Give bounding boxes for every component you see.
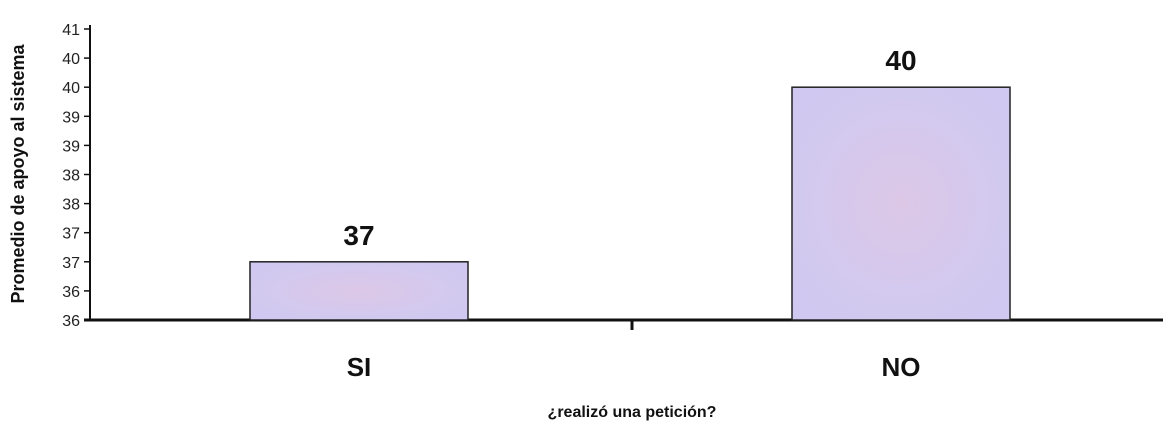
data-label-no: 40 (885, 45, 916, 76)
y-tick-label: 39 (62, 138, 80, 155)
y-tick-label: 40 (62, 51, 80, 68)
bar-si (249, 261, 469, 321)
x-axis-title: ¿realizó una petición? (548, 404, 717, 421)
y-tick-label: 40 (62, 80, 80, 97)
y-tick-label: 37 (62, 255, 80, 272)
x-axis (84, 318, 1163, 330)
y-tick-label: 41 (62, 22, 80, 39)
y-tick-label: 36 (62, 284, 80, 301)
y-tick-label: 36 (62, 313, 80, 330)
y-tick-label: 38 (62, 168, 80, 185)
data-label-si: 37 (343, 220, 374, 251)
y-tick-label: 39 (62, 109, 80, 126)
y-axis-title: Promedio de apoyo al sistema (8, 43, 28, 303)
bar-no (791, 86, 1011, 321)
y-axis: 36 36 37 37 38 38 39 39 40 40 41 (62, 22, 91, 330)
category-label-no: NO (882, 352, 921, 382)
category-label-si: SI (347, 352, 372, 382)
y-tick-label: 38 (62, 197, 80, 214)
y-tick-label: 37 (62, 226, 80, 243)
